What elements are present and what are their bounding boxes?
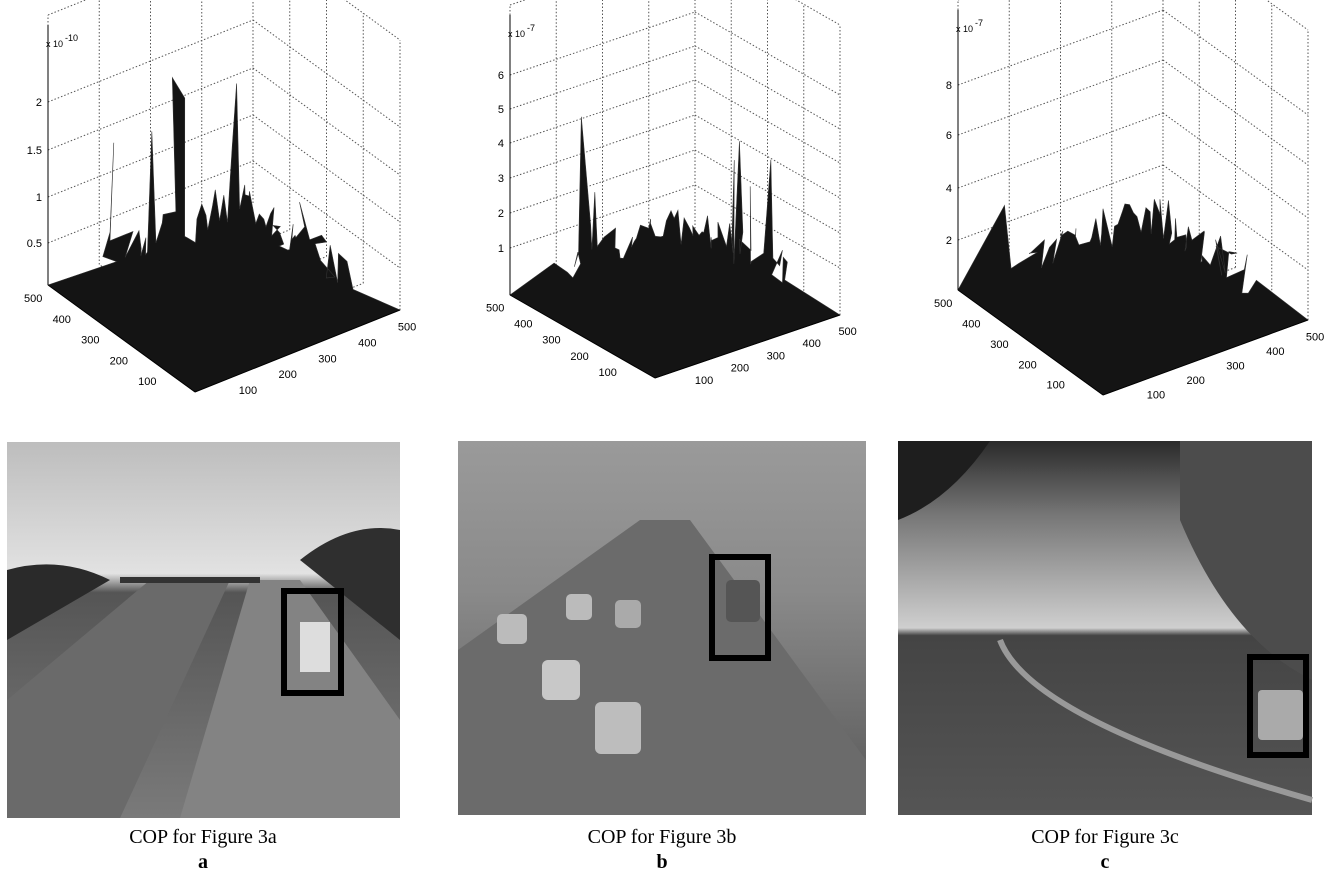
z-tick-label: 0.5 — [27, 238, 42, 250]
z-tick-label: 6 — [498, 70, 504, 82]
surface — [48, 78, 400, 392]
z-tick-label: 8 — [946, 80, 952, 92]
y-tick-label: 300 — [990, 339, 1008, 351]
truck — [300, 622, 330, 672]
y-tick-label: 200 — [570, 351, 588, 363]
z-tick-label: 2 — [36, 97, 42, 109]
y-tick-label: 300 — [542, 335, 560, 347]
x-tick-label: 500 — [838, 326, 856, 338]
x-tick-label: 200 — [731, 363, 749, 375]
x-tick-label: 400 — [803, 338, 821, 350]
axis-exponent: x 10 — [46, 39, 63, 49]
photo-c — [898, 441, 1312, 815]
y-tick-label: 400 — [962, 319, 980, 331]
bridge — [120, 577, 260, 583]
y-tick-label: 500 — [24, 293, 42, 305]
car — [497, 614, 527, 644]
y-tick-label: 100 — [138, 376, 156, 388]
x-tick-label: 400 — [1266, 346, 1284, 358]
z-tick-label: 1 — [36, 192, 42, 204]
y-tick-label: 500 — [934, 298, 952, 310]
panel-letter: b — [656, 851, 667, 873]
panel-letter: a — [198, 851, 208, 873]
x-tick-label: 100 — [695, 375, 713, 387]
z-tick-label: 2 — [946, 235, 952, 247]
axis-exponent-power: -7 — [975, 18, 983, 28]
page: {"panels": [ {"exponent_base": "x 10", "… — [0, 0, 1339, 878]
z-tick-label: 5 — [498, 104, 504, 116]
surface-plot: x 10-7 2 4 6 8 100 200 300 400 500 100 200 300 400 500 — [934, 0, 1324, 401]
x-tick-label: 500 — [1306, 331, 1324, 343]
x-tick-label: 300 — [767, 350, 785, 362]
z-tick-label: 4 — [946, 183, 952, 195]
x-tick-label: 200 — [1187, 375, 1205, 387]
x-tick-label: 400 — [358, 337, 376, 349]
car — [1258, 690, 1303, 740]
y-tick-label: 100 — [1047, 380, 1065, 392]
y-tick-label: 500 — [486, 302, 504, 314]
x-tick-label: 100 — [1147, 389, 1165, 401]
y-tick-label: 200 — [1018, 359, 1036, 371]
x-tick-label: 500 — [398, 321, 416, 333]
surface-plot: x 10-7 1 2 3 4 5 6 100 200 300 400 500 100 200 300 400 5… — [486, 0, 857, 387]
axis-exponent: x 10 — [956, 24, 973, 34]
caption: COP for Figure 3b — [588, 826, 737, 848]
car — [595, 702, 641, 754]
y-tick-label: 300 — [81, 335, 99, 347]
z-tick-label: 1.5 — [27, 145, 42, 157]
x-tick-label: 200 — [279, 369, 297, 381]
panel-letter: c — [1101, 851, 1110, 873]
car — [615, 600, 641, 628]
wall-edge — [253, 0, 400, 40]
car — [566, 594, 592, 620]
figure: x 10-100.511.521002003004005001002003004… — [0, 0, 1339, 878]
y-tick-label: 200 — [110, 355, 128, 367]
y-tick-label: 100 — [599, 367, 617, 379]
surface-plot: x 10-10 0.5 1 1.5 2 100 200 300 400 500 100 200 300 4… — [24, 0, 416, 397]
z-tick-label: 3 — [498, 173, 504, 185]
photo-a — [7, 442, 400, 818]
x-tick-label: 300 — [1226, 360, 1244, 372]
axis-exponent-power: -7 — [527, 23, 535, 33]
caption: COP for Figure 3a — [129, 826, 277, 848]
caption: COP for Figure 3c — [1031, 826, 1179, 848]
z-tick-label: 4 — [498, 138, 504, 150]
y-tick-label: 400 — [53, 314, 71, 326]
surface — [958, 199, 1308, 395]
axis-exponent: x 10 — [508, 29, 525, 39]
z-tick-label: 1 — [498, 243, 504, 255]
z-tick-label: 6 — [946, 130, 952, 142]
car — [542, 660, 580, 700]
z-tick-label: 2 — [498, 208, 504, 220]
car — [726, 580, 760, 622]
x-tick-label: 100 — [239, 385, 257, 397]
y-tick-label: 400 — [514, 319, 532, 331]
x-tick-label: 300 — [318, 353, 336, 365]
photo-b — [458, 441, 866, 815]
axis-exponent-power: -10 — [65, 33, 78, 43]
